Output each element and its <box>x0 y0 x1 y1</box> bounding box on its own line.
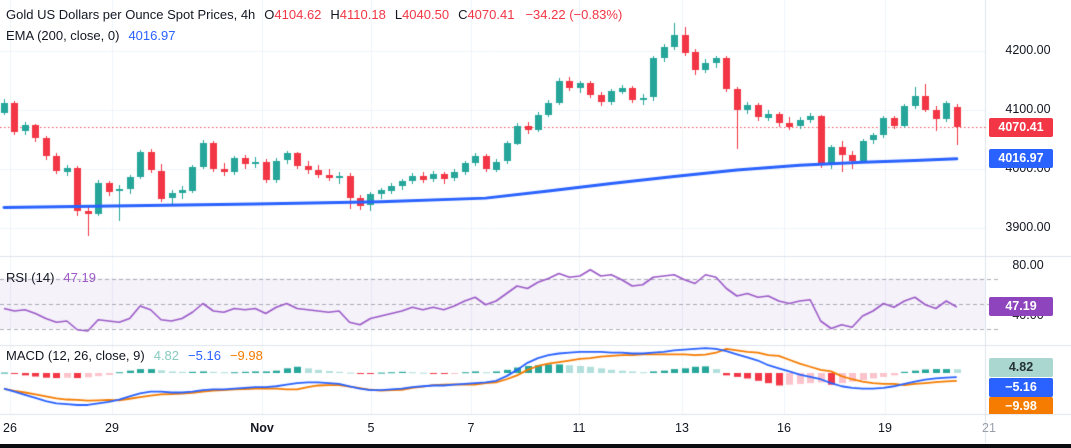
time-axis-label: 11 <box>572 421 586 435</box>
rsi-value: 47.19 <box>63 270 96 285</box>
macd-hist-value: 4.82 <box>153 348 180 363</box>
time-axis-label: 26 <box>3 421 17 435</box>
time-axis-label: 29 <box>105 421 119 435</box>
symbol-title: Gold US Dollars per Ounce Spot Prices, 4… <box>6 7 256 22</box>
price-axis-label: 4000.00 <box>1005 161 1051 175</box>
ohlc-close: C 4070.41 <box>458 7 515 22</box>
price-axis-label: 40.00 <box>1012 308 1044 322</box>
macd-line-value: −5.16 <box>188 348 221 363</box>
price-axis-label: 80.00 <box>1012 258 1044 272</box>
symbol-legend-row[interactable]: Gold US Dollars per Ounce Spot Prices, 4… <box>6 7 622 22</box>
price-axis-label: 3900.00 <box>1005 220 1051 234</box>
price-axis-label: 4200.00 <box>1005 43 1051 57</box>
time-axis-label: Nov <box>250 421 274 435</box>
price-axis-label: 4100.00 <box>1005 102 1051 116</box>
time-axis-label: 19 <box>878 421 892 435</box>
time-axis-label: 13 <box>675 421 689 435</box>
ema-label: EMA (200, close, 0) <box>6 28 120 43</box>
price-change: −34.22 (−0.83%) <box>525 7 623 22</box>
macd-legend-row[interactable]: MACD (12, 26, close, 9) 4.82 −5.16 −9.98 <box>6 348 263 363</box>
macd-label: MACD (12, 26, close, 9) <box>6 348 145 363</box>
ohlc-low: L 4040.50 <box>394 7 450 22</box>
rsi-legend-row[interactable]: RSI (14) 47.19 <box>6 270 96 285</box>
time-axis[interactable] <box>0 415 1071 443</box>
time-axis-label: 5 <box>367 421 375 435</box>
time-axis-label: 21 <box>982 421 996 435</box>
macd-signal-value: −9.98 <box>229 348 263 363</box>
rsi-label: RSI (14) <box>6 270 55 285</box>
time-axis-label: 7 <box>467 421 475 435</box>
bottom-border <box>0 444 1071 448</box>
ema-value: 4016.97 <box>128 28 176 43</box>
ohlc-open: O 4104.62 <box>264 7 322 22</box>
ema-legend-row[interactable]: EMA (200, close, 0) 4016.97 <box>6 28 175 43</box>
ohlc-high: H 4110.18 <box>330 7 386 22</box>
time-axis-label: 16 <box>777 421 791 435</box>
